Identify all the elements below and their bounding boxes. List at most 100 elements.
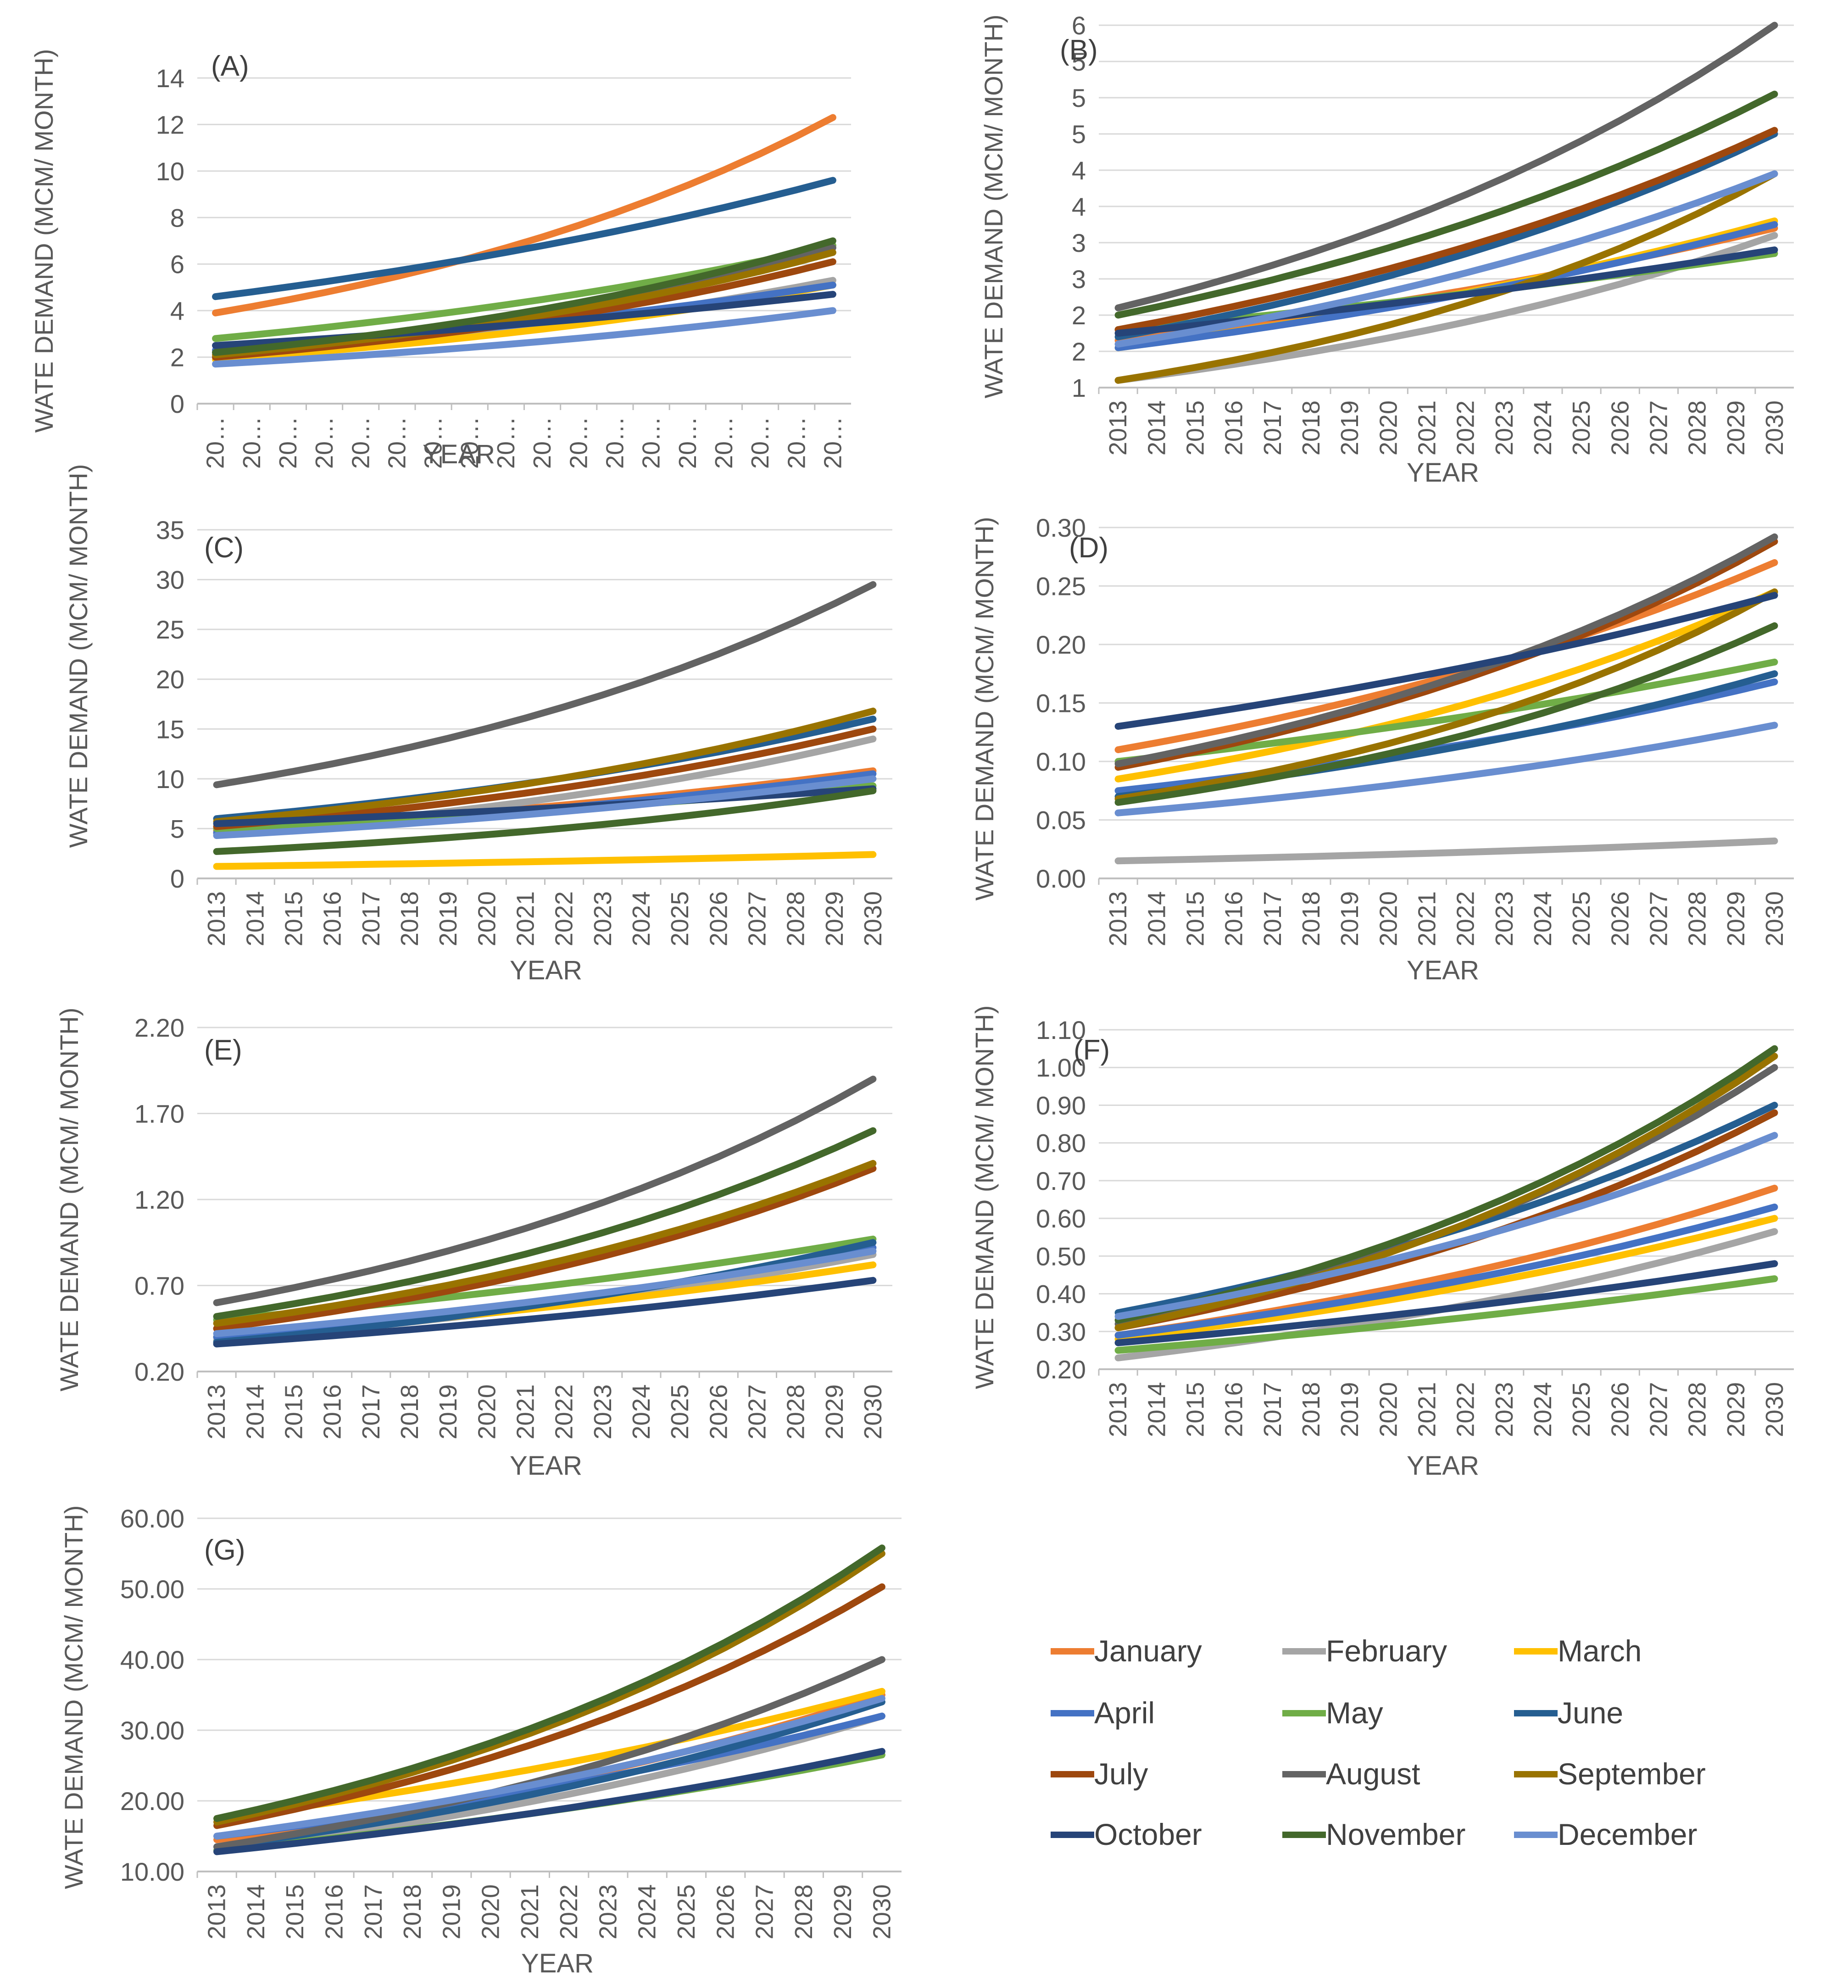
x-tick-label: 2028 [1684,1382,1711,1437]
series-line-december [213,1695,885,1840]
legend-label-may: May [1326,1696,1383,1730]
x-tick-label: 2023 [589,1384,617,1439]
legend-label-march: March [1558,1634,1642,1668]
x-tick-label: 2013 [203,1884,231,1939]
x-axis-title: YEAR [1407,458,1479,488]
chart-panel-g: 10.00 20.00 30.00 40.00 50.00 60.00 2013 2014 20… [59,1504,902,1978]
y-axis-title: WATE DEMAND (MCM/ MONTH) [970,1005,999,1389]
x-tick-label: 2024 [634,1884,661,1939]
x-tick-label: 20… [601,416,629,469]
x-axis-title: YEAR [1407,955,1479,985]
y-tick-label: 0.10 [1036,747,1086,776]
legend-label-august: August [1326,1757,1420,1791]
x-tick-label: 2016 [1220,891,1248,946]
x-tick-label: 2026 [1606,400,1634,455]
x-tick-label: 2025 [673,1884,700,1939]
x-tick-label: 2021 [512,1384,539,1439]
chart-panel-e: 0.20 0.70 1.20 1.70 2.20 2013 2014 2015 2016 2017… [55,1008,892,1481]
series-line-july [213,1165,877,1332]
y-axis-title: WATE DEMAND (MCM/ MONTH) [64,464,93,848]
x-axis-title: YEAR [510,955,582,985]
x-tick-label: 2019 [1336,400,1364,455]
x-tick-label: 2017 [1259,1382,1286,1437]
y-tick-label: 0.15 [1036,689,1086,718]
series-line-september [1114,1053,1778,1332]
y-tick-label: 2 [170,343,184,372]
y-tick-label: 14 [156,64,184,93]
x-tick-label: 20… [746,416,774,469]
panel-label: (A) [211,50,249,82]
series-line-september [213,707,877,825]
series-line-july [1114,538,1778,771]
y-tick-label: 2.20 [134,1013,184,1042]
series-line-june [1114,130,1778,340]
x-tick-label: 2015 [1181,891,1209,946]
legend: January February March April May June July Augu… [1051,1634,1706,1851]
y-tick-label: 60.00 [120,1504,184,1533]
x-tick-label: 20… [347,416,374,469]
series-line-november [213,1127,877,1320]
x-tick-label: 2030 [859,1384,887,1439]
x-tick-label: 2013 [1104,400,1132,455]
x-tick-label: 20… [383,416,411,469]
x-tick-label: 2018 [1297,1382,1325,1437]
y-tick-label: 0.30 [1036,513,1086,542]
x-tick-label: 2013 [1104,1382,1132,1437]
x-tick-label: 2015 [281,1884,309,1939]
series-line-september [213,1550,885,1826]
y-tick-label: 0.20 [1036,630,1086,659]
x-tick-label: 2030 [859,891,887,946]
chart-panel-f: 0.20 0.30 0.40 0.50 0.60 0.70 0.80 0.90 1.00 1.10… [970,1005,1794,1481]
series-line-december [1114,722,1778,816]
x-tick-label: 2021 [1413,1382,1441,1437]
x-tick-label: 2014 [241,1384,269,1439]
x-tick-label: 2025 [666,1384,694,1439]
y-tick-label: 50.00 [120,1575,184,1604]
series-line-june [212,177,836,300]
x-tick-label: 2029 [1722,891,1750,946]
x-tick-label: 2014 [1143,400,1170,455]
panel-label: (B) [1060,34,1098,66]
series-line-january [212,114,836,317]
y-tick-label: 1 [1072,373,1086,402]
x-tick-label: 2023 [594,1884,622,1939]
y-tick-label: 6 [1072,11,1086,40]
x-tick-label: 2018 [396,891,423,946]
x-axis-title: YEAR [423,439,495,469]
y-tick-label: 0.80 [1036,1129,1086,1158]
x-tick-label: 20… [710,416,738,469]
panel-label: (F) [1074,1034,1110,1066]
x-tick-label: 2016 [319,1384,346,1439]
x-tick-label: 2018 [1297,400,1325,455]
x-tick-label: 2027 [751,1884,779,1939]
y-tick-label: 0.20 [134,1357,184,1386]
series-line-november [213,787,877,855]
y-tick-label: 35 [156,516,184,544]
x-tick-label: 20… [783,416,810,469]
y-tick-label: 2 [1072,337,1086,366]
x-tick-label: 20… [456,416,484,469]
x-tick-label: 2013 [203,891,230,946]
x-tick-label: 2022 [1452,1382,1480,1437]
y-tick-label: 4 [1072,156,1086,185]
x-tick-label: 20… [565,416,592,469]
x-tick-label: 2015 [280,891,307,946]
y-tick-label: 1.10 [1036,1016,1086,1044]
x-tick-label: 2018 [396,1384,423,1439]
x-tick-label: 2023 [1491,400,1518,455]
x-tick-label: 2019 [1336,1382,1364,1437]
y-tick-label: 0.70 [134,1272,184,1300]
series-line-november [1114,622,1778,806]
x-tick-label: 2014 [1143,891,1170,946]
y-tick-label: 0.40 [1036,1280,1086,1309]
x-tick-label: 2017 [360,1884,387,1939]
y-tick-label: 0.70 [1036,1166,1086,1195]
x-tick-label: 20… [674,416,701,469]
series-line-march [213,851,877,870]
x-tick-label: 2027 [1645,891,1672,946]
x-tick-label: 2029 [1722,1382,1750,1437]
x-tick-label: 2016 [1220,1382,1248,1437]
legend-label-april: April [1094,1696,1155,1730]
y-tick-label: 8 [170,203,184,232]
